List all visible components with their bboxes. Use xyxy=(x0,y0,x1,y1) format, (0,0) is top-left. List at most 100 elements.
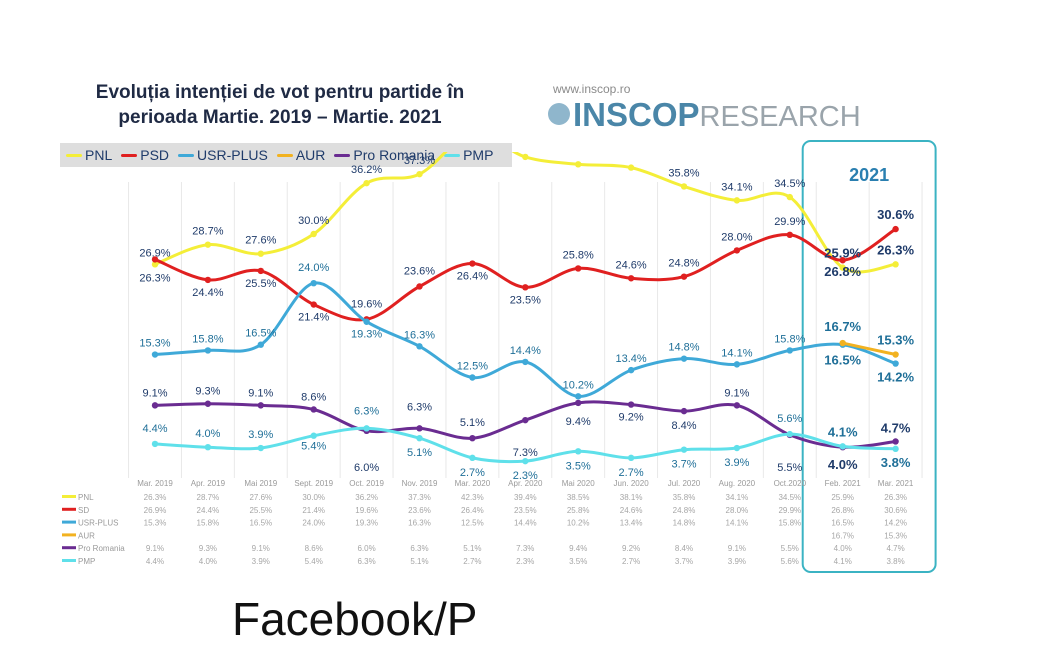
data-label-psd: 30.6% xyxy=(877,207,914,222)
legend-label-aur: AUR xyxy=(295,147,326,163)
table-row-label-psd: SD xyxy=(78,506,89,515)
data-label-pro-romania: 6.0% xyxy=(354,462,379,474)
table-cell: 5.6% xyxy=(781,557,799,566)
data-label-pro-romania: 9.1% xyxy=(142,387,167,399)
data-point-pnl xyxy=(363,179,370,187)
x-tick-label: Mar. 2019 xyxy=(137,479,173,488)
data-label-pmp: 5.6% xyxy=(777,413,802,425)
data-label-usr-plus: 14.4% xyxy=(510,345,541,357)
data-label-pmp: 3.9% xyxy=(248,429,273,441)
data-point-pro-romania xyxy=(892,438,899,445)
data-point-usr-plus xyxy=(522,358,529,366)
table-cell: 16.7% xyxy=(831,531,854,540)
data-label-aur: 15.3% xyxy=(877,333,914,348)
data-point-pmp xyxy=(363,425,370,432)
table-cell: 23.6% xyxy=(408,506,431,515)
table-cell: 13.4% xyxy=(620,519,643,528)
data-label-usr-plus: 16.5% xyxy=(824,353,861,368)
data-point-pro-romania xyxy=(416,425,423,432)
table-cell: 5.4% xyxy=(305,557,323,566)
data-label-psd: 24.6% xyxy=(615,259,646,271)
table-cell: 15.8% xyxy=(778,519,801,528)
table-row-label-pmp: PMP xyxy=(78,557,95,566)
data-label-pro-romania: 9.1% xyxy=(724,387,749,399)
table-cell: 42.3% xyxy=(461,493,484,502)
data-point-pmp xyxy=(575,448,582,455)
data-label-pro-romania: 6.3% xyxy=(407,401,432,413)
data-point-pro-romania xyxy=(257,402,264,409)
x-tick-label: Sept. 2019 xyxy=(294,479,333,488)
data-point-pnl xyxy=(151,261,159,268)
brand-url: www.inscop.ro xyxy=(553,82,631,96)
data-label-pmp: 3.7% xyxy=(671,459,696,471)
table-cell: 25.8% xyxy=(567,506,590,515)
table-cell: 9.1% xyxy=(252,544,270,553)
table-cell: 3.5% xyxy=(569,557,587,566)
data-point-usr-plus xyxy=(257,341,264,348)
legend-item-aur: AUR xyxy=(276,147,326,163)
legend-swatch-usr-plus xyxy=(178,153,195,157)
x-tick-label: Mai 2020 xyxy=(562,479,595,488)
table-cell: 28.7% xyxy=(197,493,220,502)
data-label-pro-romania: 5.5% xyxy=(777,462,802,474)
data-point-pmp xyxy=(839,443,846,450)
legend-item-usr-plus: USR-PLUS xyxy=(178,147,268,163)
table-cell: 5.1% xyxy=(463,544,481,553)
data-label-usr-plus: 10.2% xyxy=(563,379,594,391)
data-point-pro-romania xyxy=(151,402,159,409)
data-point-psd xyxy=(151,256,159,263)
table-cell: 3.9% xyxy=(728,557,746,566)
data-point-pro-romania xyxy=(733,402,741,409)
data-point-pro-romania xyxy=(204,400,212,407)
data-label-pmp: 3.5% xyxy=(566,460,591,472)
table-cell: 39.4% xyxy=(514,493,537,502)
data-point-pnl xyxy=(680,183,688,190)
data-label-pmp: 4.0% xyxy=(195,428,220,440)
data-point-psd xyxy=(416,283,423,290)
data-point-pnl xyxy=(522,153,529,161)
legend-item-pmp: PMP xyxy=(444,147,493,163)
table-cell: 38.5% xyxy=(567,493,590,502)
data-point-usr-plus xyxy=(310,280,317,287)
data-point-pmp xyxy=(522,457,529,465)
data-label-pmp: 5.4% xyxy=(301,441,326,453)
legend-item-psd: PSD xyxy=(121,147,169,163)
legend-item-pnl: PNL xyxy=(66,147,112,163)
table-cell: 27.6% xyxy=(249,493,272,502)
table-cell: 7.3% xyxy=(516,544,534,553)
data-point-psd xyxy=(522,284,529,291)
data-label-pnl: 35.8% xyxy=(668,167,699,179)
table-cell: 15.3% xyxy=(144,519,167,528)
data-label-psd: 23.5% xyxy=(510,294,541,306)
data-point-usr-plus xyxy=(892,360,899,367)
data-label-pro-romania: 8.6% xyxy=(301,391,326,403)
table-cell: 4.1% xyxy=(834,557,852,566)
table-cell: 26.3% xyxy=(144,493,167,502)
table-cell: 5.5% xyxy=(781,544,799,553)
data-label-pro-romania: 9.4% xyxy=(566,416,591,428)
data-label-psd: 26.8% xyxy=(824,264,861,279)
table-cell: 3.7% xyxy=(675,557,693,566)
table-cell: 25.9% xyxy=(831,493,854,502)
brand-logo: INSCOPRESEARCH xyxy=(548,96,861,134)
table-cell: 36.2% xyxy=(355,493,378,502)
table-cell: 9.4% xyxy=(569,544,587,553)
legend-swatch-psd xyxy=(121,153,138,157)
legend-label-psd: PSD xyxy=(140,147,170,163)
legend-swatch-aur xyxy=(276,153,293,157)
data-label-psd: 24.8% xyxy=(668,258,699,270)
table-cell: 8.6% xyxy=(305,544,323,553)
table-cell: 16.5% xyxy=(249,519,272,528)
table-cell: 14.8% xyxy=(673,519,696,528)
data-point-pmp xyxy=(310,432,317,439)
data-label-psd: 23.6% xyxy=(404,265,435,277)
data-point-pmp xyxy=(733,444,741,452)
table-cell: 35.8% xyxy=(673,493,696,502)
table-cell: 2.3% xyxy=(516,557,534,566)
data-label-psd: 25.5% xyxy=(245,278,276,290)
table-cell: 14.4% xyxy=(514,519,537,528)
table-cell: 15.3% xyxy=(884,531,907,540)
data-point-psd xyxy=(733,247,741,254)
data-label-pmp: 4.1% xyxy=(828,424,858,439)
data-label-pnl: 30.0% xyxy=(298,215,329,227)
